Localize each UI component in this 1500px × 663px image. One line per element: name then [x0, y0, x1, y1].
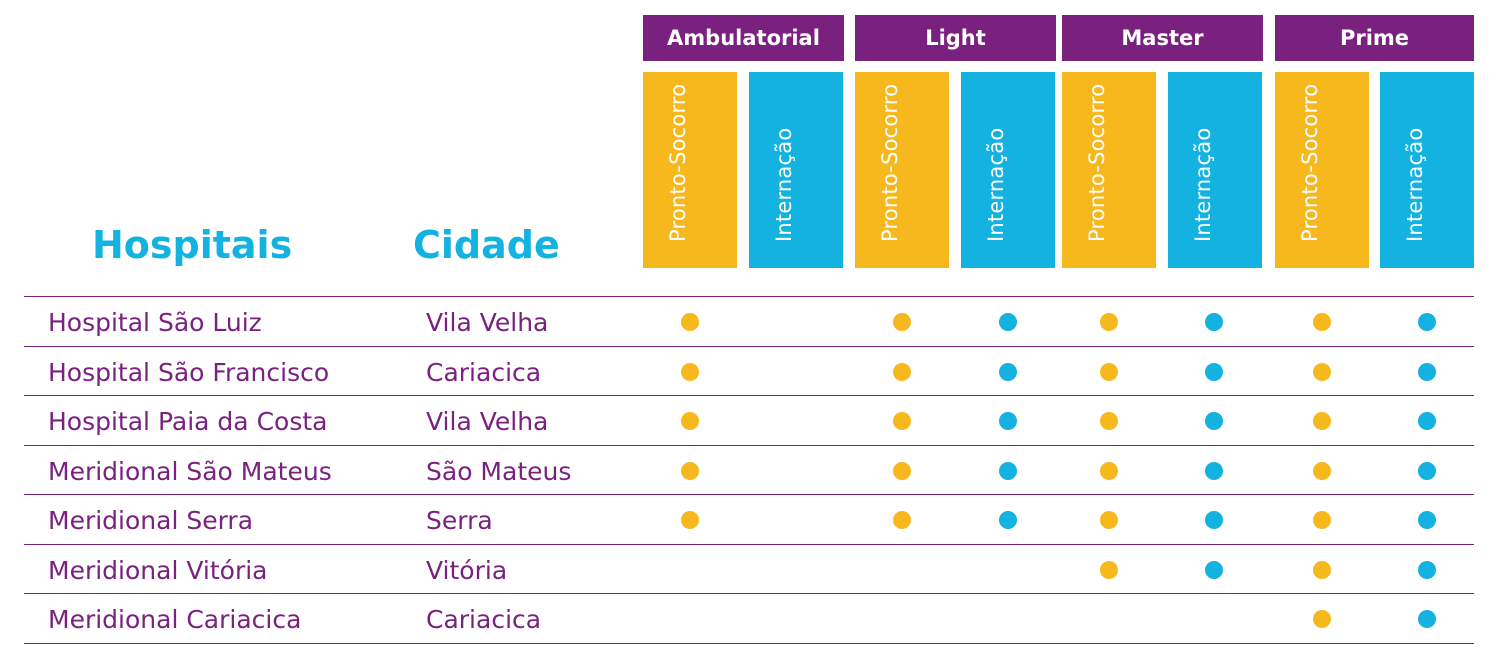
- city-name: Serra: [426, 506, 493, 535]
- pronto-socorro-dot: [1313, 362, 1331, 381]
- pronto-socorro-dot: [1313, 461, 1331, 480]
- plan-header-master: Master: [1062, 15, 1263, 61]
- subheader-ambulatorial-internacao: Internação: [749, 72, 843, 268]
- subheader-label: Internação: [1191, 127, 1215, 242]
- pronto-socorro-dot: [1313, 313, 1331, 331]
- internacao-dot: [999, 511, 1017, 529]
- plan-header-light: Light: [855, 15, 1056, 61]
- city-name: São Mateus: [426, 456, 572, 486]
- internacao-dot: [1418, 560, 1436, 579]
- column-title-hospitais: Hospitais: [92, 223, 293, 267]
- table-row: Hospital São Luiz Vila Velha: [24, 296, 1474, 346]
- internacao-dot: [1205, 560, 1223, 579]
- internacao-dot: [999, 362, 1017, 381]
- pronto-socorro-dot: [1313, 610, 1331, 628]
- pronto-socorro-dot: [681, 313, 699, 331]
- internacao-dot: [1205, 313, 1223, 331]
- table-row: Hospital São Francisco Cariacica: [24, 345, 1474, 396]
- subheader-label: Pronto-Socorro: [666, 83, 690, 242]
- plan-header-prime: Prime: [1275, 15, 1474, 61]
- subheader-master-pronto-socorro: Pronto-Socorro: [1062, 72, 1156, 268]
- table-row: Hospital Paia da Costa Vila Velha: [24, 395, 1474, 445]
- city-name: Vila Velha: [426, 407, 549, 436]
- subheader-label: Internação: [984, 127, 1008, 242]
- pronto-socorro-dot: [1100, 313, 1118, 331]
- hospital-name: Meridional São Mateus: [48, 456, 332, 486]
- city-name: Vitória: [426, 555, 508, 585]
- pronto-socorro-dot: [1313, 412, 1331, 430]
- subheader-light-pronto-socorro: Pronto-Socorro: [855, 72, 949, 268]
- pronto-socorro-dot: [1100, 461, 1118, 480]
- subheader-label: Pronto-Socorro: [878, 83, 902, 242]
- table-row: Meridional Serra Serra: [24, 494, 1474, 544]
- hospital-name: Meridional Vitória: [48, 555, 268, 585]
- subheader-prime-pronto-socorro: Pronto-Socorro: [1275, 72, 1369, 268]
- internacao-dot: [1418, 362, 1436, 381]
- plan-header-ambulatorial: Ambulatorial: [643, 15, 844, 61]
- internacao-dot: [1418, 610, 1436, 628]
- hospital-name: Meridional Serra: [48, 506, 254, 535]
- pronto-socorro-dot: [1100, 560, 1118, 579]
- subheader-label: Internação: [772, 127, 796, 242]
- hospital-name: Hospital São Francisco: [48, 357, 330, 387]
- pronto-socorro-dot: [893, 313, 911, 331]
- pronto-socorro-dot: [681, 511, 699, 529]
- internacao-dot: [999, 412, 1017, 430]
- subheader-light-internacao: Internação: [961, 72, 1055, 268]
- pronto-socorro-dot: [893, 511, 911, 529]
- pronto-socorro-dot: [893, 412, 911, 430]
- pronto-socorro-dot: [893, 362, 911, 381]
- subheader-label: Internação: [1403, 127, 1427, 242]
- pronto-socorro-dot: [1313, 560, 1331, 579]
- internacao-dot: [1205, 412, 1223, 430]
- subheader-ambulatorial-pronto-socorro: Pronto-Socorro: [643, 72, 737, 268]
- pronto-socorro-dot: [681, 362, 699, 381]
- subheader-prime-internacao: Internação: [1380, 72, 1474, 268]
- internacao-dot: [999, 313, 1017, 331]
- subheader-label: Pronto-Socorro: [1298, 83, 1322, 242]
- pronto-socorro-dot: [893, 461, 911, 480]
- internacao-dot: [1418, 511, 1436, 529]
- table-row: Meridional São Mateus São Mateus: [24, 444, 1474, 495]
- internacao-dot: [1418, 313, 1436, 331]
- pronto-socorro-dot: [1100, 362, 1118, 381]
- pronto-socorro-dot: [1100, 511, 1118, 529]
- column-title-cidade: Cidade: [413, 223, 560, 267]
- internacao-dot: [999, 461, 1017, 480]
- hospital-name: Hospital Paia da Costa: [48, 407, 328, 436]
- internacao-dot: [1418, 461, 1436, 480]
- internacao-dot: [1205, 461, 1223, 480]
- city-name: Vila Velha: [426, 308, 549, 337]
- subheader-master-internacao: Internação: [1168, 72, 1262, 268]
- internacao-dot: [1205, 362, 1223, 381]
- pronto-socorro-dot: [681, 461, 699, 480]
- pronto-socorro-dot: [681, 412, 699, 430]
- table-row: Meridional Vitória Vitória: [24, 543, 1474, 594]
- pronto-socorro-dot: [1313, 511, 1331, 529]
- hospital-name: Hospital São Luiz: [48, 308, 262, 337]
- table-row: Meridional Cariacica Cariacica: [24, 593, 1474, 644]
- internacao-dot: [1205, 511, 1223, 529]
- city-name: Cariacica: [426, 605, 542, 634]
- hospital-name: Meridional Cariacica: [48, 605, 302, 634]
- pronto-socorro-dot: [1100, 412, 1118, 430]
- subheader-label: Pronto-Socorro: [1085, 83, 1109, 242]
- internacao-dot: [1418, 412, 1436, 430]
- city-name: Cariacica: [426, 357, 542, 387]
